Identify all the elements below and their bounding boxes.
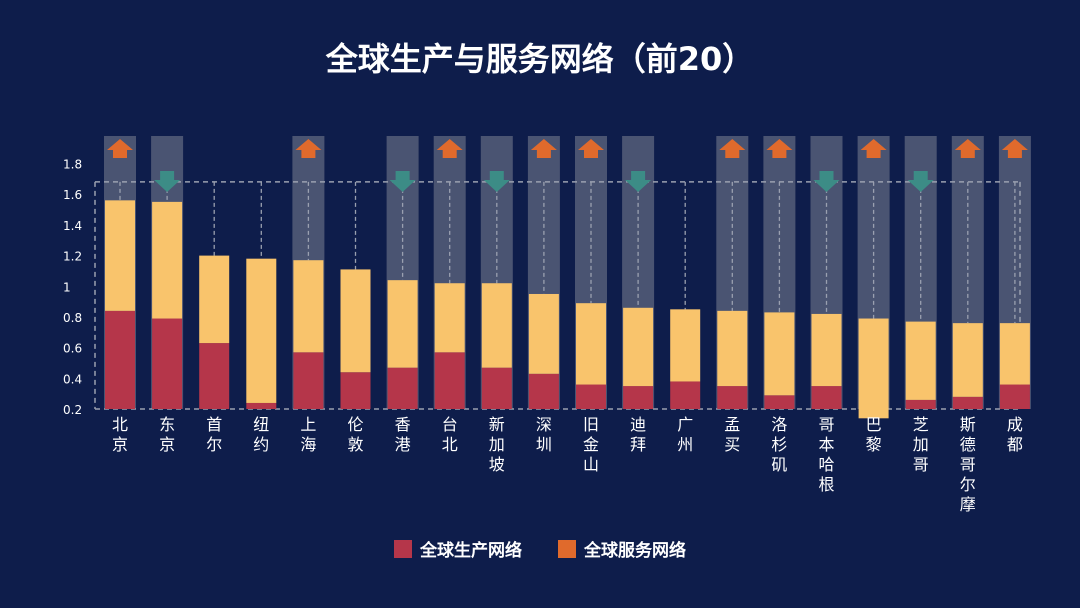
legend-label-service: 全球服务网络 xyxy=(584,541,686,561)
x-tick-label: 巴黎 xyxy=(866,415,882,454)
bar-service xyxy=(246,258,277,403)
bar-production xyxy=(293,352,324,409)
bar-service xyxy=(999,323,1030,385)
bar-service xyxy=(528,293,559,374)
arrow-up-icon xyxy=(107,139,133,158)
arrow-up-icon xyxy=(860,139,887,158)
bar-production xyxy=(717,386,748,409)
arrow-down-icon xyxy=(154,171,181,192)
x-tick-label: 上海 xyxy=(300,415,316,454)
x-tick-label: 斯德哥尔摩 xyxy=(960,415,976,514)
arrow-down-icon xyxy=(813,171,840,192)
legend-swatch-service xyxy=(558,539,576,558)
x-tick-label: 首尔 xyxy=(206,415,222,454)
bar-service xyxy=(764,312,795,396)
arrow-down-icon xyxy=(389,171,416,192)
arrow-down-icon xyxy=(907,171,934,192)
bar-service xyxy=(340,269,371,373)
bar-service xyxy=(105,200,135,311)
y-tick-label: 0.2 xyxy=(63,403,82,417)
bar-service xyxy=(434,283,465,353)
bar-service xyxy=(905,321,936,400)
x-tick-label: 成都 xyxy=(1007,415,1023,454)
arrow-up-icon xyxy=(766,139,793,158)
bar-service xyxy=(670,309,701,382)
bar-service xyxy=(576,303,606,385)
legend-item-production: 全球生产网络 xyxy=(394,536,522,561)
x-tick-label: 伦敦 xyxy=(347,415,363,454)
bar-production xyxy=(764,395,795,409)
y-tick-label: 1.2 xyxy=(63,250,82,264)
legend-label-production: 全球生产网络 xyxy=(420,541,522,561)
arrow-up-icon xyxy=(530,139,557,158)
legend-item-service: 全球服务网络 xyxy=(558,536,686,561)
arrow-up-icon xyxy=(578,139,604,158)
bar-production xyxy=(905,399,936,409)
arrow-down-icon xyxy=(483,171,510,192)
bar-production xyxy=(434,352,465,409)
x-tick-label: 纽约 xyxy=(253,415,269,454)
x-tick-label: 迪拜 xyxy=(630,415,646,454)
bar-production xyxy=(999,384,1030,409)
x-tick-label: 北京 xyxy=(112,415,128,454)
x-tick-label: 洛杉矶 xyxy=(771,415,787,474)
chart-title: 全球生产与服务网络（前20） xyxy=(325,40,755,78)
bar-production xyxy=(811,386,842,409)
x-tick-label: 孟买 xyxy=(724,415,740,454)
bar-production xyxy=(528,373,559,409)
bar-production xyxy=(670,381,701,409)
x-tick-label: 新加坡 xyxy=(489,415,505,474)
arrow-up-icon xyxy=(295,139,322,158)
bar-service xyxy=(811,313,842,387)
bar-service xyxy=(623,307,654,387)
bar-production xyxy=(481,367,512,409)
y-tick-label: 0.8 xyxy=(63,311,82,325)
y-tick-label: 0.4 xyxy=(63,372,82,386)
arrow-up-icon xyxy=(1001,139,1028,158)
arrow-up-icon xyxy=(436,139,463,158)
bar-production xyxy=(105,310,135,409)
bar-service xyxy=(952,323,983,397)
y-tick-label: 1.8 xyxy=(63,158,82,172)
bar-service xyxy=(199,255,230,344)
bar-service xyxy=(858,318,889,419)
x-tick-label: 深圳 xyxy=(536,415,552,454)
x-tick-label: 台北 xyxy=(442,415,458,454)
bar-service xyxy=(481,283,512,368)
arrow-up-icon xyxy=(719,139,746,158)
x-tick-label: 东京 xyxy=(159,415,175,454)
bar-production xyxy=(623,386,654,409)
x-tick-label: 芝加哥 xyxy=(913,415,929,474)
bar-service xyxy=(152,201,183,319)
y-tick-label: 1.6 xyxy=(63,188,82,202)
bar-production xyxy=(576,384,606,409)
legend: 全球生产网络 全球服务网络 xyxy=(0,536,1080,561)
arrow-down-icon xyxy=(625,171,652,192)
bar-production xyxy=(952,396,983,409)
bar-production xyxy=(152,318,183,409)
y-tick-label: 0.6 xyxy=(63,342,82,356)
legend-swatch-production xyxy=(394,539,412,558)
bar-production xyxy=(387,367,418,409)
bar-service xyxy=(387,280,418,368)
bar-service xyxy=(293,260,324,353)
y-tick-label: 1 xyxy=(63,280,71,294)
x-tick-label: 香港 xyxy=(395,415,411,454)
x-tick-label: 旧金山 xyxy=(583,415,599,474)
bar-service xyxy=(717,310,748,387)
arrow-up-icon xyxy=(954,139,981,158)
x-tick-label: 哥本哈根 xyxy=(818,415,834,494)
bar-production xyxy=(246,402,277,409)
bar-production xyxy=(340,372,371,409)
bar-production xyxy=(199,343,230,409)
x-tick-label: 广州 xyxy=(677,415,693,454)
y-tick-label: 1.4 xyxy=(63,219,82,233)
